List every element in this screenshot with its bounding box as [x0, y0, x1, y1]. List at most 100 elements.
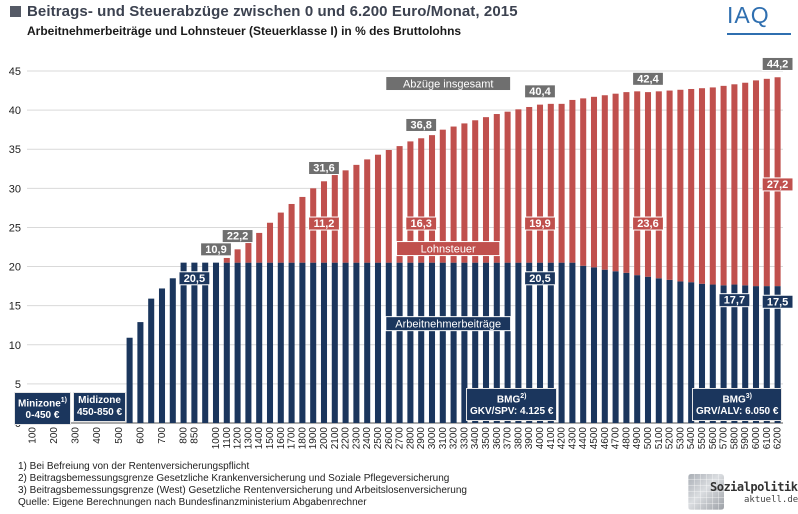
bar-employee — [709, 284, 716, 423]
bar-employee — [191, 262, 198, 423]
bar-employee — [439, 262, 446, 423]
bar-employee — [310, 262, 317, 423]
bar-employee — [396, 262, 403, 423]
x-tick-label: 800 — [179, 427, 190, 444]
tax-value-label-box — [308, 216, 340, 231]
bar-employee — [169, 278, 176, 423]
bar-tax — [634, 91, 641, 276]
footnote-2: 2) Beitragsbemessungsgrenze Gesetzliche … — [18, 473, 450, 484]
sozialpolitik-watermark: Sozialpolitik- aktuell.de — [688, 474, 798, 510]
x-tick-label: 1000 — [211, 427, 222, 450]
x-tick-label: 600 — [135, 427, 146, 444]
x-tick-label: 3000 — [427, 427, 438, 450]
x-tick-label: 2000 — [319, 427, 330, 450]
bar-tax — [374, 154, 382, 263]
x-tick-label: 1600 — [276, 427, 287, 450]
bar-tax — [245, 241, 252, 263]
bar-employee — [342, 262, 349, 423]
bar-employee — [580, 265, 587, 423]
bar-tax — [536, 104, 544, 263]
y-tick-label: 30 — [9, 183, 21, 195]
bar-employee — [698, 283, 706, 423]
bar-tax — [742, 82, 749, 286]
title-row: Beitrags- und Steuerabzüge zwischen 0 un… — [10, 3, 518, 20]
x-tick-label: 2100 — [330, 427, 341, 450]
total-value-label: 22,2 — [227, 231, 248, 243]
bar-employee — [299, 262, 306, 423]
x-tick-label: 850 — [189, 427, 200, 444]
x-tick-label: 4100 — [546, 427, 557, 450]
total-value-label-box — [405, 117, 438, 132]
tax-value-label: 19,9 — [529, 218, 550, 230]
x-tick-label: 4500 — [589, 427, 600, 450]
bmg-grv-label: BMG3) GRV/ALV: 6.050 € — [692, 388, 783, 422]
tax-value-label-box — [405, 216, 438, 231]
bar-employee — [126, 337, 133, 423]
x-tick-label: 5900 — [740, 427, 751, 450]
bar-employee — [666, 279, 673, 423]
zone-title: Midizone — [78, 395, 121, 406]
bar-tax — [450, 126, 457, 263]
iaq-logo: IAQ — [727, 2, 791, 40]
bar-tax — [277, 212, 284, 263]
x-tick-label: 5200 — [665, 427, 676, 450]
x-tick-label: 2800 — [405, 427, 416, 450]
x-tick-label: 4800 — [621, 427, 632, 450]
x-tick-label: 5300 — [675, 427, 686, 450]
bar-employee — [180, 262, 187, 423]
x-tick-label: 5500 — [697, 427, 708, 450]
bar-employee — [644, 276, 652, 423]
chart-title: Beitrags- und Steuerabzüge zwischen 0 un… — [27, 3, 518, 20]
series-annotation-box — [385, 76, 512, 92]
stacked-bar-chart: 0510152025303540451002003004005006007008… — [9, 56, 794, 450]
chart-subtitle: Arbeitnehmerbeiträge und Lohnsteuer (Ste… — [27, 24, 462, 38]
bar-employee — [320, 262, 328, 423]
x-tick-label: 6200 — [773, 427, 784, 450]
bar-tax — [623, 92, 630, 273]
zone-range: 450-850 € — [77, 407, 123, 418]
minizone-label: Minizone1) 0-450 € — [14, 392, 72, 426]
total-value-label-box — [761, 56, 794, 71]
total-value-label: 42,4 — [637, 73, 659, 85]
tax-value-label-box — [761, 177, 794, 192]
series-annotation-label: Arbeitnehmerbeiträge — [395, 319, 501, 331]
bar-tax — [472, 120, 479, 263]
bar-employee — [148, 298, 155, 423]
total-value-label: 10,9 — [205, 244, 226, 256]
bar-tax — [266, 222, 274, 263]
zone-title: BMG — [722, 394, 746, 406]
bar-employee — [752, 286, 760, 423]
bar-tax — [666, 90, 673, 280]
total-value-label: 36,8 — [410, 119, 431, 131]
x-tick-label: 3800 — [513, 427, 524, 450]
y-tick-label: 10 — [9, 340, 21, 352]
bar-tax — [342, 170, 349, 263]
bar-tax — [428, 135, 436, 263]
employee-value-label-box — [761, 294, 794, 309]
bar-employee — [374, 262, 382, 423]
x-tick-label: 1300 — [243, 427, 254, 450]
bar-employee — [364, 262, 371, 423]
employee-value-label: 20,5 — [184, 273, 205, 285]
x-tick-label: 1800 — [297, 427, 308, 450]
bar-employee — [612, 271, 619, 423]
x-tick-label: 500 — [114, 427, 125, 444]
bar-tax — [418, 138, 425, 263]
x-tick-label: 3600 — [492, 427, 503, 450]
bar-employee — [212, 262, 220, 423]
bar-tax — [558, 103, 565, 263]
bar-tax — [364, 159, 371, 263]
x-tick-label: 5100 — [654, 427, 665, 450]
x-tick-label: 700 — [157, 427, 168, 444]
bar-employee — [536, 262, 544, 423]
x-tick-label: 1900 — [308, 427, 319, 450]
bar-tax — [223, 257, 230, 263]
bar-tax — [698, 88, 706, 284]
bar-tax — [482, 117, 490, 263]
bmg-gkv-label: BMG2) GKV/SPV: 4.125 € — [466, 388, 558, 422]
x-tick-label: 300 — [71, 427, 82, 444]
bar-tax — [234, 249, 241, 263]
bar-tax — [439, 129, 446, 263]
bar-tax — [526, 106, 533, 263]
watermark-line1: Sozialpolitik- — [710, 480, 798, 494]
